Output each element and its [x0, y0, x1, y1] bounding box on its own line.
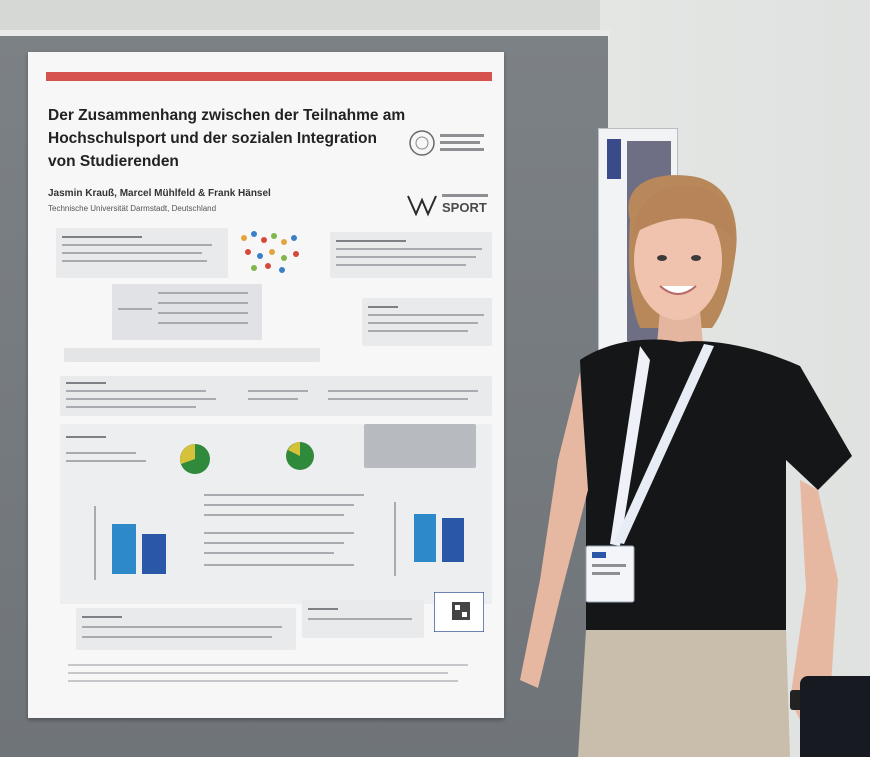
bar — [414, 514, 436, 562]
chart-axis — [394, 502, 396, 576]
reference-line — [68, 664, 468, 666]
text-line — [66, 390, 206, 392]
bag — [800, 676, 870, 757]
bar — [442, 518, 464, 562]
text-line — [82, 636, 272, 638]
pie-chart-2 — [286, 442, 314, 470]
tud-seal-icon — [409, 130, 484, 156]
pie-chart-1 — [180, 444, 210, 474]
text-line — [204, 564, 354, 566]
poster-authors: Jasmin Krauß, Marcel Mühlfeld & Frank Hä… — [48, 188, 271, 199]
text-line — [368, 330, 468, 332]
text-line — [62, 244, 212, 246]
poster-title: Der Zusammenhang zwischen der Teilnahme … — [48, 107, 406, 170]
results-table — [364, 424, 476, 468]
people-dots-graphic — [241, 231, 299, 273]
text-line — [66, 406, 196, 408]
text-line — [248, 398, 298, 400]
text-line — [336, 256, 476, 258]
text-line — [204, 514, 344, 516]
text-line — [204, 504, 354, 506]
poster-affiliation: Technische Universität Darmstadt, Deutsc… — [48, 204, 217, 213]
qr-code-icon — [434, 592, 484, 632]
text-line — [62, 252, 202, 254]
chart-axis — [94, 506, 96, 580]
bar — [112, 524, 136, 574]
text-line — [368, 322, 478, 324]
section-hypotheses — [330, 232, 492, 278]
svg-text:SPORT: SPORT — [442, 200, 487, 215]
text-line — [66, 452, 136, 454]
text-line — [336, 264, 466, 266]
text-line — [82, 626, 282, 628]
text-line — [308, 618, 412, 620]
text-line — [204, 532, 354, 534]
text-line — [82, 616, 122, 618]
text-line — [328, 398, 468, 400]
poster-header-bar — [46, 72, 492, 81]
text-line — [62, 236, 142, 238]
text-line — [66, 460, 146, 462]
diagram-line — [158, 312, 248, 314]
text-line — [248, 390, 308, 392]
text-line — [368, 306, 398, 308]
text-line — [66, 398, 216, 400]
reference-line — [68, 680, 458, 682]
diagram-labels-row — [64, 348, 320, 362]
text-line — [336, 248, 482, 250]
text-line — [204, 552, 334, 554]
text-line — [204, 494, 364, 496]
board-top-edge — [0, 30, 610, 40]
sport-institute-logo-icon: SPORT — [407, 194, 488, 217]
presenter-person — [520, 175, 852, 757]
diagram-line — [118, 308, 152, 310]
text-line — [328, 390, 478, 392]
section-discussion — [76, 608, 296, 650]
text-line — [336, 240, 406, 242]
diagram-line — [158, 292, 248, 294]
bar — [142, 534, 166, 574]
text-line — [204, 542, 344, 544]
adjacent-poster-logo — [607, 139, 621, 179]
text-line — [62, 260, 207, 262]
text-line — [308, 608, 338, 610]
diagram-line — [158, 302, 248, 304]
text-line — [368, 314, 484, 316]
text-line — [66, 436, 106, 438]
research-poster: Der Zusammenhang zwischen der Teilnahme … — [28, 52, 504, 718]
section-methods — [60, 376, 492, 416]
reference-line — [68, 672, 448, 674]
diagram-line — [158, 322, 248, 324]
text-line — [66, 382, 106, 384]
